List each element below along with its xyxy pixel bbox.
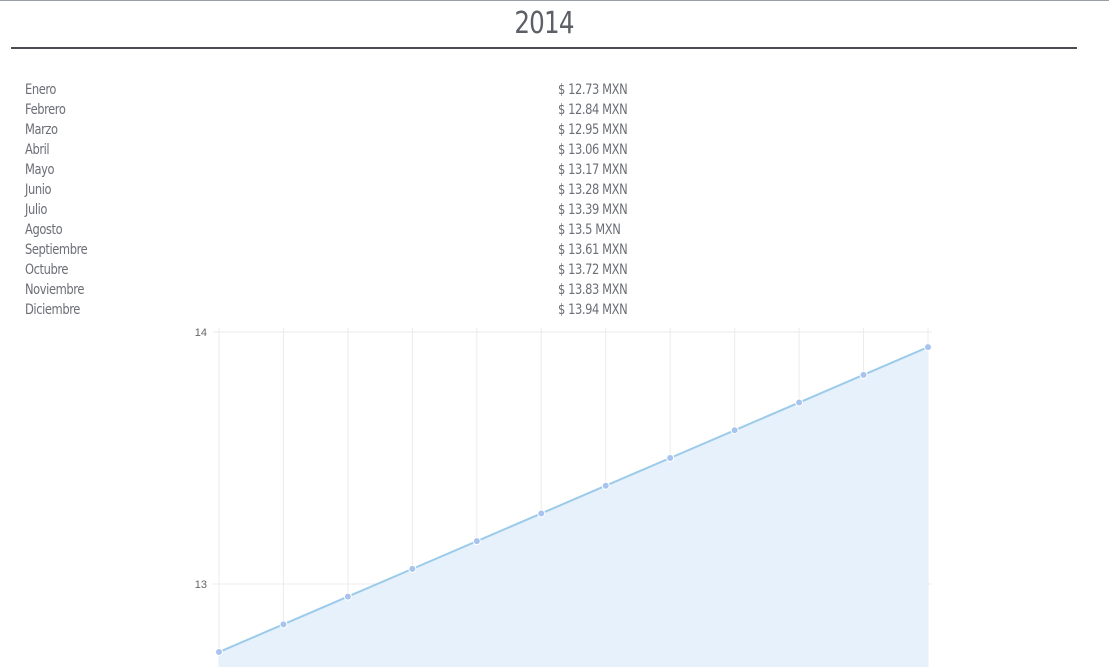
month-label: Marzo — [25, 122, 58, 138]
title-underline — [11, 47, 1077, 49]
monthly-rates-list: Enero $ 12.73 MXN Febrero $ 12.84 MXN Marz… — [25, 80, 725, 320]
rate-amount: $ 13.17 MXN — [558, 162, 628, 178]
data-point — [795, 398, 804, 407]
rate-amount: $ 13.61 MXN — [558, 242, 628, 258]
data-point — [408, 564, 417, 573]
chart-points — [215, 343, 932, 657]
month-label: Junio — [25, 182, 52, 198]
data-point — [537, 509, 546, 518]
rate-row-abril: Abril $ 13.06 MXN — [25, 140, 725, 160]
rate-amount: $ 12.95 MXN — [558, 122, 628, 138]
month-label: Enero — [25, 82, 57, 98]
month-label: Abril — [25, 142, 50, 158]
data-point — [215, 648, 223, 657]
rate-row-julio: Julio $ 13.39 MXN — [25, 200, 725, 220]
rate-row-diciembre: Diciembre $ 13.94 MXN — [25, 300, 725, 320]
data-point — [730, 426, 739, 435]
data-point — [472, 537, 481, 546]
month-label: Noviembre — [25, 282, 84, 298]
month-label: Septiembre — [25, 242, 88, 258]
y-tick-label: 13 — [195, 579, 207, 591]
rate-row-junio: Junio $ 13.28 MXN — [25, 180, 725, 200]
rate-amount: $ 13.5 MXN — [558, 222, 621, 238]
rate-row-noviembre: Noviembre $ 13.83 MXN — [25, 280, 725, 300]
data-point — [601, 481, 610, 490]
data-point — [859, 370, 868, 379]
series-area-fill — [219, 347, 928, 667]
rate-amount: $ 13.94 MXN — [558, 302, 628, 318]
y-axis-ticks: 13 14 — [195, 327, 207, 591]
month-label: Julio — [25, 202, 48, 218]
rate-amount: $ 12.84 MXN — [558, 102, 628, 118]
rate-row-febrero: Febrero $ 12.84 MXN — [25, 100, 725, 120]
data-point — [279, 620, 288, 629]
month-label: Octubre — [25, 262, 69, 278]
top-border — [0, 0, 1109, 1]
month-label: Febrero — [25, 102, 66, 118]
rate-amount: $ 13.06 MXN — [558, 142, 628, 158]
rate-amount: $ 13.28 MXN — [558, 182, 628, 198]
month-label: Diciembre — [25, 302, 80, 318]
rate-amount: $ 12.73 MXN — [558, 82, 628, 98]
rate-amount: $ 13.39 MXN — [558, 202, 628, 218]
data-point — [343, 592, 352, 601]
series-line — [218, 346, 929, 653]
data-point — [666, 454, 675, 462]
month-label: Agosto — [25, 222, 63, 238]
chart-area-layer — [218, 346, 929, 667]
rate-row-septiembre: Septiembre $ 13.61 MXN — [25, 240, 725, 260]
rate-row-enero: Enero $ 12.73 MXN — [25, 80, 725, 100]
rate-amount: $ 13.72 MXN — [558, 262, 628, 278]
rate-row-octubre: Octubre $ 13.72 MXN — [25, 260, 725, 280]
rate-row-mayo: Mayo $ 13.17 MXN — [25, 160, 725, 180]
data-point — [924, 343, 932, 352]
page-title: 2014 — [514, 6, 574, 41]
y-tick-label: 14 — [195, 327, 207, 339]
rate-row-marzo: Marzo $ 12.95 MXN — [25, 120, 725, 140]
month-label: Mayo — [25, 162, 55, 178]
rate-row-agosto: Agosto $ 13.5 MXN — [25, 220, 725, 240]
rate-amount: $ 13.83 MXN — [558, 282, 628, 298]
